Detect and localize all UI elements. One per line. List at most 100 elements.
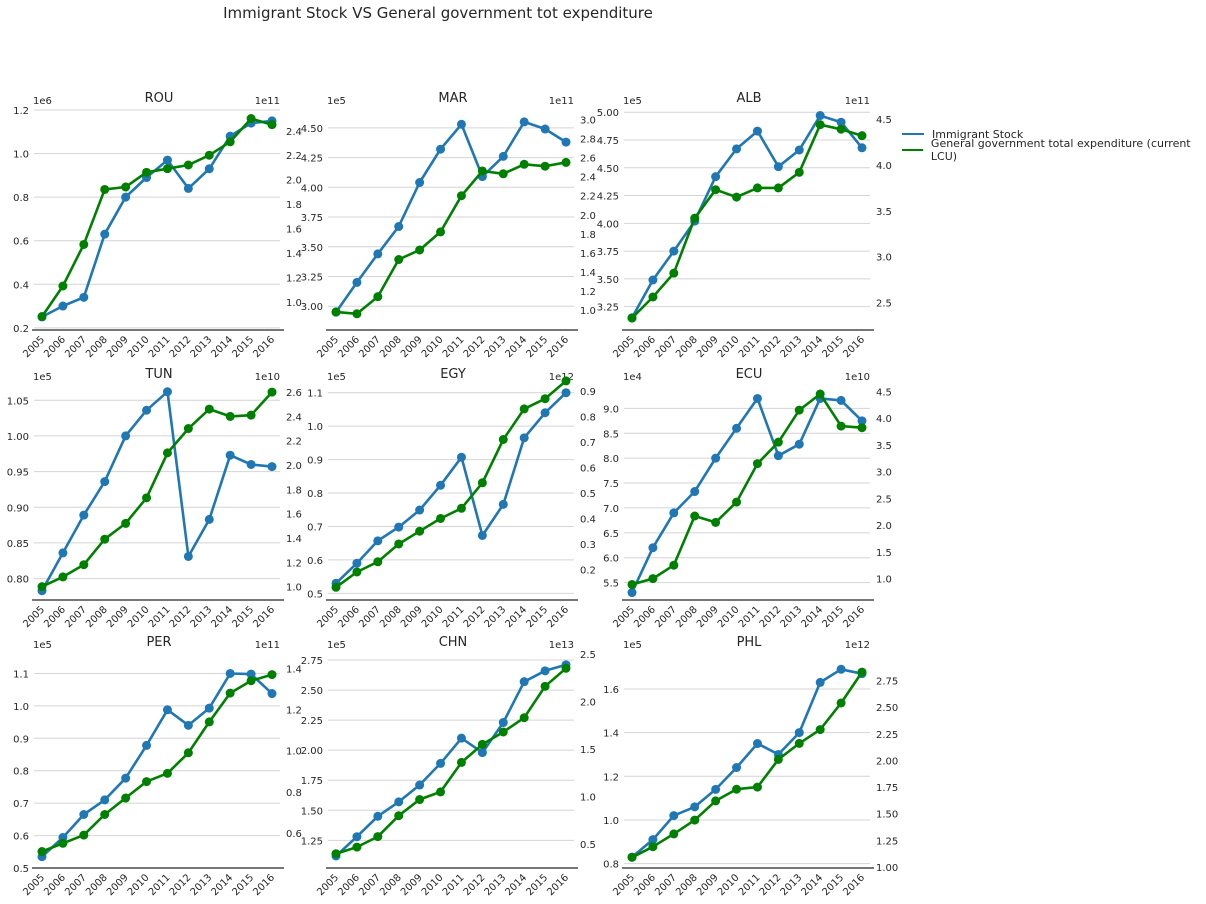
x-tick-label: 2010 <box>126 872 152 898</box>
x-tick-label: 2008 <box>674 872 700 898</box>
left-tick-label: 1.2 <box>603 772 619 783</box>
right-axis-multiplier: 1e10 <box>845 372 870 383</box>
immigrant-stock-point <box>162 155 172 165</box>
expenditure-point <box>711 185 721 195</box>
immigrant-stock-point <box>477 748 487 758</box>
right-axis-multiplier: 1e13 <box>549 640 574 651</box>
immigrant-stock-point <box>857 143 867 153</box>
x-tick-label: 2012 <box>462 604 488 630</box>
right-tick-label: 1.2 <box>580 287 596 298</box>
immigrant-stock-point <box>752 126 762 136</box>
left-tick-label: 1.50 <box>301 806 323 817</box>
expenditure-point <box>561 376 571 386</box>
expenditure-point <box>456 503 466 513</box>
immigrant-stock-point <box>773 162 783 172</box>
right-tick-label: 1.6 <box>580 249 596 260</box>
expenditure-point <box>352 842 362 852</box>
immigrant-stock-point <box>204 703 214 713</box>
expenditure-point <box>773 754 783 764</box>
x-tick-label: 2010 <box>420 872 446 898</box>
legend-item-government-expenditure: General government total expenditure (cu… <box>902 137 1206 163</box>
left-tick-label: 1.0 <box>603 816 619 827</box>
right-tick-label: 2.0 <box>286 176 302 187</box>
right-tick-label: 1.4 <box>580 268 596 279</box>
x-tick-label: 2006 <box>632 604 658 630</box>
x-tick-label: 2012 <box>168 334 194 360</box>
expenditure-point <box>204 717 214 727</box>
immigrant-stock-point <box>836 395 846 405</box>
x-tick-label: 2015 <box>230 872 256 898</box>
left-tick-label: 3.25 <box>301 272 323 283</box>
right-tick-label: 2.5 <box>580 650 596 661</box>
expenditure-point <box>204 150 214 160</box>
immigrant-stock-line <box>41 119 273 319</box>
left-tick-label: 1.6 <box>603 685 619 696</box>
x-tick-label: 2010 <box>716 334 742 360</box>
immigrant-stock-point <box>373 249 383 259</box>
expenditure-point <box>627 313 637 323</box>
expenditure-point <box>519 404 529 414</box>
right-tick-label: 0.8 <box>286 788 302 799</box>
x-tick-label: 2016 <box>545 604 571 630</box>
immigrant-stock-point <box>732 423 742 433</box>
subplot-mar: 3.00 3.25 3.50 3.75 4.00 4.25 4.50 1.0 1.2 1.4 1.6… <box>301 91 596 360</box>
expenditure-point <box>162 768 172 778</box>
figure-title: Immigrant Stock VS General government to… <box>223 4 653 22</box>
immigrant-stock-point <box>121 773 131 783</box>
immigrant-stock-point <box>794 439 804 449</box>
left-tick-label: 2.50 <box>301 686 323 697</box>
x-tick-label: 2011 <box>441 334 467 360</box>
immigrant-stock-point <box>58 301 68 311</box>
x-tick-label: 2014 <box>504 872 530 898</box>
x-tick-label: 2007 <box>357 334 383 360</box>
x-tick-label: 2016 <box>841 334 867 360</box>
expenditure-point <box>836 698 846 708</box>
expenditure-point <box>352 309 362 319</box>
x-tick-label: 2010 <box>126 334 152 360</box>
right-tick-label: 1.0 <box>876 575 892 586</box>
left-tick-label: 0.95 <box>7 468 29 479</box>
left-tick-label: 5.00 <box>597 108 619 119</box>
expenditure-point <box>436 787 446 797</box>
expenditure-point <box>79 830 89 840</box>
immigrant-stock-point <box>225 450 235 460</box>
expenditure-point <box>121 518 131 528</box>
left-axis-multiplier: 1e5 <box>327 640 346 651</box>
expenditure-point <box>121 182 131 192</box>
immigrant-stock-point <box>204 514 214 524</box>
right-tick-label: 1.8 <box>580 230 596 241</box>
expenditure-point <box>519 713 529 723</box>
expenditure-point <box>436 227 446 237</box>
immigrant-stock-point <box>183 551 193 561</box>
immigrant-stock-point <box>79 510 89 520</box>
left-tick-label: 4.00 <box>597 219 619 230</box>
immigrant-stock-point <box>79 292 89 302</box>
expenditure-point <box>561 663 571 673</box>
expenditure-point <box>415 526 425 536</box>
x-tick-label: 2014 <box>800 872 826 898</box>
expenditure-point <box>794 405 804 415</box>
left-tick-label: 5.5 <box>603 579 619 590</box>
immigrant-stock-line <box>630 114 864 319</box>
right-tick-label: 1.0 <box>580 793 596 804</box>
x-tick-label: 2012 <box>168 604 194 630</box>
x-tick-label: 2012 <box>758 334 784 360</box>
expenditure-point <box>669 560 679 570</box>
expenditure-point <box>331 849 341 859</box>
x-tick-label: 2008 <box>84 334 110 360</box>
right-tick-label: 1.75 <box>876 783 898 794</box>
right-tick-label: 2.0 <box>580 698 596 709</box>
x-tick-label: 2015 <box>524 334 550 360</box>
right-tick-label: 1.0 <box>286 747 302 758</box>
immigrant-stock-point <box>540 124 550 134</box>
right-tick-label: 2.4 <box>286 412 302 423</box>
x-tick-label: 2015 <box>524 604 550 630</box>
legend-label: Immigrant Stock <box>932 127 1024 141</box>
expenditure-point <box>627 579 637 589</box>
left-tick-label: 0.6 <box>13 832 29 843</box>
immigrant-stock-point <box>415 178 425 188</box>
subplot-title: ROU <box>145 91 174 106</box>
subplot-chn: 1.25 1.50 1.75 2.00 2.25 2.50 2.75 0.5 1.0 1.5 2.0… <box>301 635 596 898</box>
right-tick-label: 3.5 <box>876 207 892 218</box>
expenditure-point <box>415 245 425 255</box>
